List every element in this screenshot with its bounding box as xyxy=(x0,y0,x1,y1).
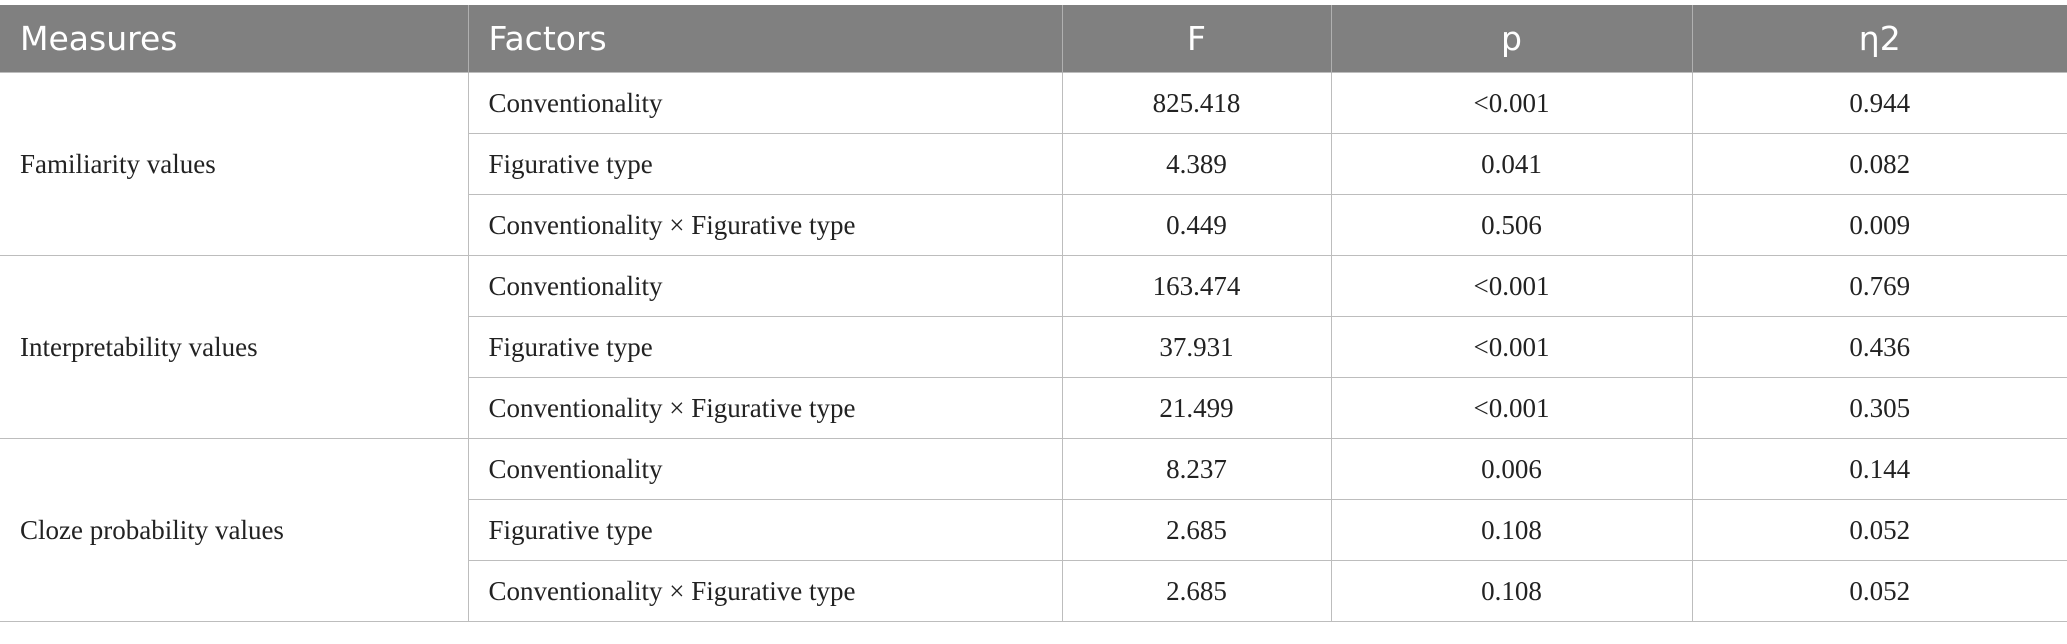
p-cell: <0.001 xyxy=(1330,255,1693,317)
header-cell: F xyxy=(1061,5,1331,73)
factor-cell: Conventionality × Figurative type xyxy=(468,377,1063,439)
factor-cell: Conventionality × Figurative type xyxy=(468,560,1063,622)
table-row: Interpretability values Conventionality 16… xyxy=(0,255,2067,439)
f-cell: 2.685 xyxy=(1061,560,1332,622)
factor-cell: Figurative type xyxy=(468,499,1063,561)
eta-cell: 0.436 xyxy=(1691,316,2067,378)
f-cell: 8.237 xyxy=(1061,438,1332,500)
table-row: Figurative type 4.389 0.041 0.082 xyxy=(0,133,2067,195)
factor-cell: Conventionality × Figurative type xyxy=(468,194,1063,256)
eta-cell: 0.082 xyxy=(1691,133,2067,195)
factor-cell: Conventionality xyxy=(467,72,1063,134)
eta-cell: 0.144 xyxy=(1691,438,2067,500)
eta-cell: 0.944 xyxy=(1691,72,2067,134)
p-cell: <0.001 xyxy=(1330,72,1693,134)
factor-cell: Conventionality xyxy=(467,438,1063,500)
table-row: Conventionality × Figurative type 0.449 0.… xyxy=(0,194,2067,256)
header-cell: Measures xyxy=(0,5,468,73)
f-cell: 4.389 xyxy=(1061,133,1332,195)
header-cell: η2 xyxy=(1691,5,2067,73)
table-row: Figurative type 2.685 0.108 0.052 xyxy=(0,499,2067,561)
f-cell: 2.685 xyxy=(1061,499,1332,561)
eta-cell: 0.052 xyxy=(1691,499,2067,561)
factor-cell: Figurative type xyxy=(468,133,1063,195)
factor-cell: Conventionality xyxy=(467,255,1063,317)
p-cell: <0.001 xyxy=(1330,377,1693,439)
p-cell: 0.506 xyxy=(1330,194,1693,256)
eta-cell: 0.052 xyxy=(1691,560,2067,622)
f-cell: 0.449 xyxy=(1061,194,1332,256)
table-row: Conventionality × Figurative type 21.499 <… xyxy=(0,377,2067,439)
f-cell: 21.499 xyxy=(1061,377,1332,439)
f-cell: 163.474 xyxy=(1061,255,1332,317)
p-cell: 0.041 xyxy=(1330,133,1693,195)
f-cell: 825.418 xyxy=(1061,72,1332,134)
table-row: Figurative type 37.931 <0.001 0.436 xyxy=(0,316,2067,378)
f-cell: 37.931 xyxy=(1061,316,1332,378)
table-row: Familiarity values Conventionality 825.418… xyxy=(0,72,2067,256)
measure-cell: Interpretability values xyxy=(0,255,469,439)
factor-cell: Figurative type xyxy=(468,316,1063,378)
eta-cell: 0.009 xyxy=(1691,194,2067,256)
measure-cell: Familiarity values xyxy=(0,72,469,256)
p-cell: 0.108 xyxy=(1330,560,1693,622)
p-cell: <0.001 xyxy=(1330,316,1693,378)
p-cell: 0.006 xyxy=(1330,438,1693,500)
header-cell: Factors xyxy=(467,5,1062,73)
header-cell: p xyxy=(1330,5,1692,73)
table-body: Familiarity values Conventionality 825.418… xyxy=(0,72,2067,622)
p-cell: 0.108 xyxy=(1330,499,1693,561)
eta-cell: 0.305 xyxy=(1691,377,2067,439)
table-row: Cloze probability values Conventionality 8… xyxy=(0,438,2067,622)
table-row: Conventionality × Figurative type 2.685 0.… xyxy=(0,560,2067,622)
eta-cell: 0.769 xyxy=(1691,255,2067,317)
measure-cell: Cloze probability values xyxy=(0,438,469,622)
